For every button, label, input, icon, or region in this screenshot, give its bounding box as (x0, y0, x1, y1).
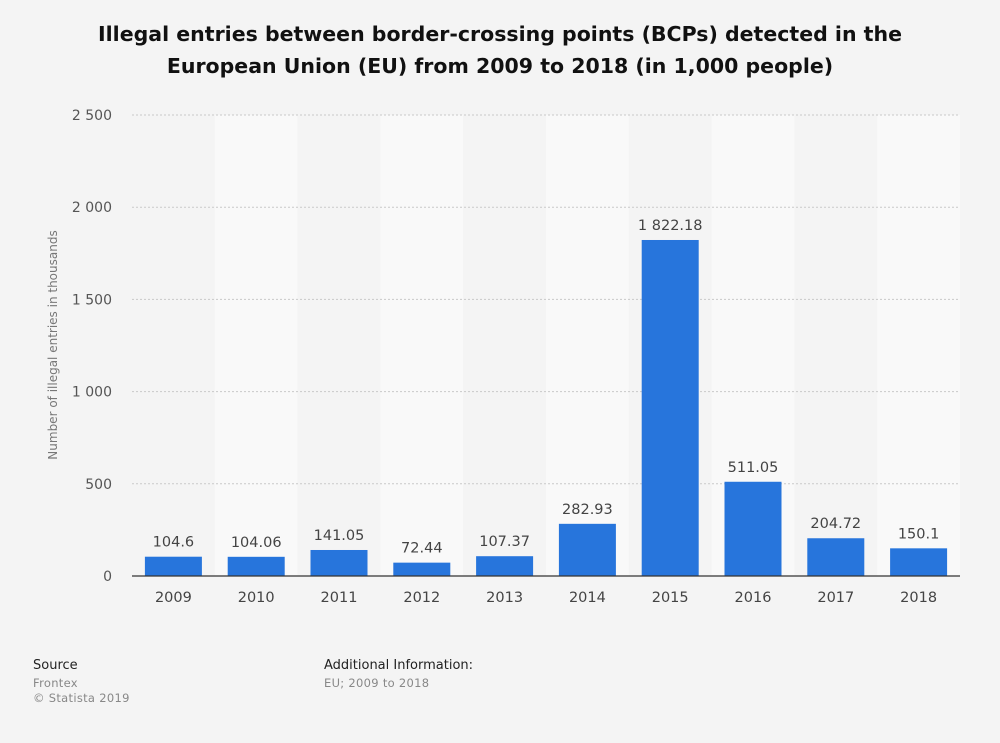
y-axis-label: Number of illegal entries in thousands (46, 230, 60, 459)
bar-2015[interactable] (641, 239, 699, 577)
bar-2014[interactable] (558, 523, 616, 576)
category-band (546, 115, 629, 576)
bar-value-label: 204.72 (810, 516, 861, 532)
source-heading: Source (33, 658, 78, 673)
bar-value-label: 72.44 (401, 541, 443, 557)
bar-2018[interactable] (890, 548, 948, 576)
category-band (463, 115, 546, 576)
x-tick-label: 2011 (321, 590, 358, 606)
copyright-text: © Statista 2019 (33, 691, 130, 705)
category-band (877, 115, 960, 576)
category-band (297, 115, 381, 576)
bar-2011[interactable] (310, 549, 368, 576)
y-tick-label: 2 000 (72, 200, 112, 216)
bar-value-label: 104.06 (231, 535, 282, 551)
bar-value-label: 282.93 (562, 502, 613, 518)
x-tick-label: 2015 (652, 590, 689, 606)
category-band (214, 115, 298, 576)
x-tick-label: 2017 (817, 590, 854, 606)
bar-2009[interactable] (144, 556, 202, 576)
bar-value-label: 141.05 (314, 528, 365, 544)
bar-value-label: 107.37 (479, 534, 530, 550)
x-tick-label: 2018 (900, 590, 937, 606)
y-tick-label: 2 500 (72, 108, 112, 124)
bar-value-label: 150.1 (898, 526, 940, 542)
y-tick-label: 500 (85, 477, 112, 493)
category-band (132, 115, 215, 576)
bar-value-label: 1 822.18 (638, 218, 703, 234)
bar-2012[interactable] (393, 562, 451, 576)
bar-value-label: 104.6 (153, 535, 195, 551)
y-tick-label: 1 000 (72, 385, 112, 401)
x-tick-label: 2009 (155, 590, 192, 606)
category-band (794, 115, 878, 576)
x-tick-label: 2010 (238, 590, 275, 606)
chart-title: Illegal entries between border-crossing … (98, 22, 902, 78)
x-tick-label: 2012 (403, 590, 440, 606)
y-tick-label: 0 (103, 569, 112, 585)
bar-2013[interactable] (476, 556, 534, 576)
x-tick-label: 2016 (735, 590, 772, 606)
source-name[interactable]: Frontex (33, 676, 78, 690)
additional-info-heading[interactable]: Additional Information: (324, 658, 474, 673)
bar-value-label: 511.05 (728, 460, 779, 476)
y-tick-label: 1 500 (72, 292, 112, 308)
additional-info-text: EU; 2009 to 2018 (324, 676, 430, 690)
bar-2010[interactable] (227, 556, 285, 576)
category-band (380, 115, 464, 576)
x-tick-label: 2014 (569, 590, 606, 606)
bar-2016[interactable] (724, 481, 782, 576)
x-tick-label: 2013 (486, 590, 523, 606)
bar-2017[interactable] (807, 538, 865, 576)
